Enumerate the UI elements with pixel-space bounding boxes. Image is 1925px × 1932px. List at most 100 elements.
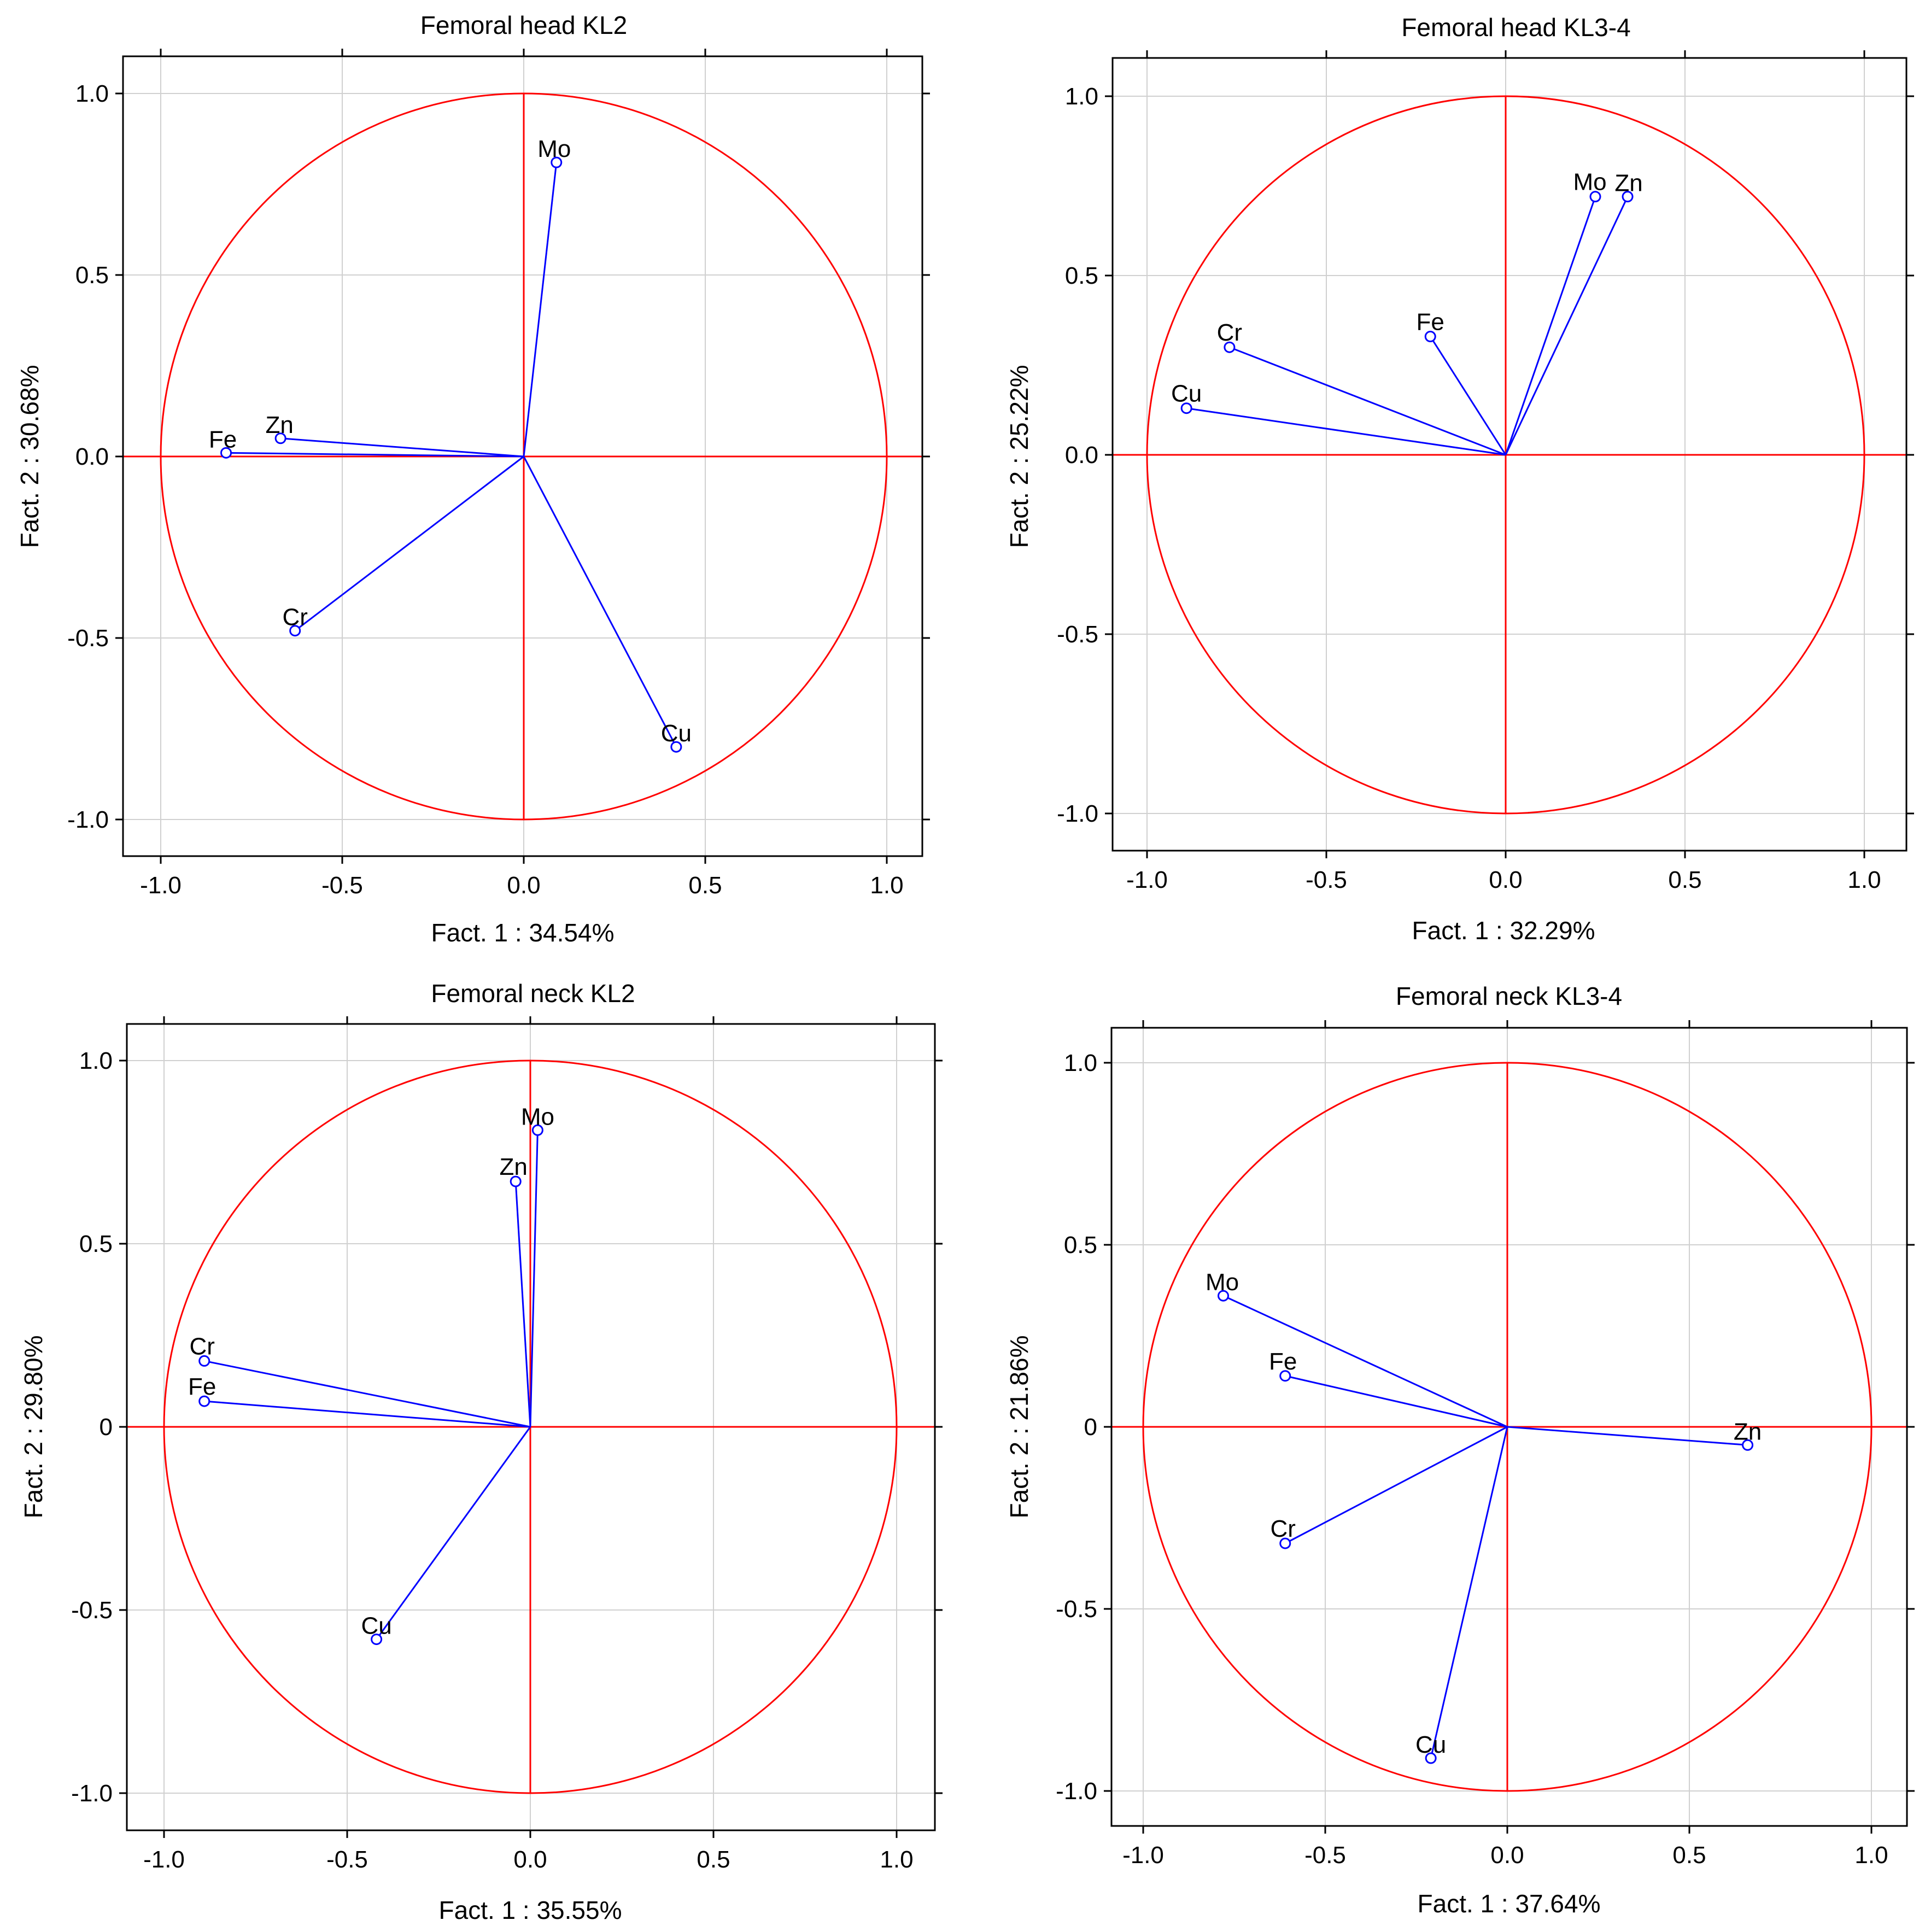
point-cr xyxy=(289,625,301,637)
point-cr xyxy=(1279,1537,1291,1549)
point-fe xyxy=(220,447,232,459)
panel-femoral-neck-kl3-4: Femoral neck KL3-4 Mo Fe Zn Cr Cu -1.0 -0.5 0.… xyxy=(1005,982,1915,1918)
y-tick-label: -1.0 xyxy=(1057,800,1098,827)
y-tick-label: 1.0 xyxy=(75,80,109,107)
y-tick-label: 1.0 xyxy=(1064,1050,1097,1076)
y-tick-label: -0.5 xyxy=(67,625,109,652)
y-tick-label: -0.5 xyxy=(71,1597,113,1624)
vector-cu xyxy=(523,456,677,747)
point-cu xyxy=(670,741,682,753)
point-label-cr: Cr xyxy=(189,1333,214,1360)
point-label-cu: Cu xyxy=(1415,1731,1446,1758)
x-tick-label: 0.0 xyxy=(513,1846,547,1873)
point-label-mo: Mo xyxy=(521,1103,554,1130)
panel-femoral-neck-kl2: Femoral neck KL2 Mo Zn Cr Fe Cu -1.0 -0.5 0.0 0… xyxy=(19,979,943,1924)
y-tick-label: 0 xyxy=(100,1414,113,1441)
x-tick-label: 0.5 xyxy=(1668,867,1701,893)
y-axis-label: Fact. 2 : 30.68% xyxy=(15,365,44,548)
x-tick-label: 0.0 xyxy=(1490,1842,1524,1869)
x-tick-label: 0.5 xyxy=(1672,1842,1706,1869)
y-tick-label: 0 xyxy=(1084,1414,1097,1441)
chart-title: Femoral head KL3-4 xyxy=(1401,13,1630,42)
vector-cu xyxy=(1430,1426,1508,1759)
y-tick-label: 0.5 xyxy=(1065,262,1098,289)
point-label-cu: Cu xyxy=(1171,380,1202,407)
x-axis-label: Fact. 1 : 32.29% xyxy=(1412,916,1595,945)
point-cu xyxy=(1425,1752,1437,1764)
x-ticks: -1.0 -0.5 0.0 0.5 1.0 xyxy=(143,1016,914,1873)
point-mo xyxy=(1589,191,1601,203)
point-label-zn: Zn xyxy=(500,1154,528,1180)
point-label-fe: Fe xyxy=(1417,309,1444,336)
point-label-fe: Fe xyxy=(188,1373,216,1400)
y-axis-label: Fact. 2 : 25.22% xyxy=(1005,365,1033,548)
x-ticks: -1.0 -0.5 0.0 0.5 1.0 xyxy=(1122,1020,1888,1869)
x-tick-label: -0.5 xyxy=(326,1846,368,1873)
point-cr xyxy=(1224,341,1236,353)
x-tick-label: 0.0 xyxy=(507,872,540,899)
vectors: Mo Zn Cr Fe Cu xyxy=(188,1103,554,1646)
point-label-cu: Cu xyxy=(661,720,692,747)
point-label-zn: Zn xyxy=(265,412,293,438)
point-label-cr: Cr xyxy=(1271,1515,1296,1542)
y-tick-label: 0.5 xyxy=(79,1231,113,1257)
vector-mo xyxy=(1505,196,1596,455)
y-tick-label: 0.0 xyxy=(75,443,109,470)
y-tick-label: -0.5 xyxy=(1057,621,1098,648)
axes-cross xyxy=(1113,96,1906,813)
point-fe xyxy=(1279,1370,1291,1382)
y-ticks: -1.0 -0.5 0.0 0.5 1.0 xyxy=(1057,83,1914,827)
vector-cr xyxy=(204,1360,531,1428)
point-label-mo: Mo xyxy=(537,136,571,162)
point-fe xyxy=(1424,331,1436,343)
vector-zn xyxy=(1507,1426,1748,1446)
x-tick-label: -1.0 xyxy=(143,1846,185,1873)
y-tick-label: 1.0 xyxy=(1065,83,1098,110)
point-cr xyxy=(198,1355,210,1367)
y-tick-label: 1.0 xyxy=(79,1047,113,1074)
point-label-cr: Cr xyxy=(282,604,307,631)
point-label-mo: Mo xyxy=(1206,1269,1239,1296)
y-axis-label: Fact. 2 : 21.86% xyxy=(1005,1336,1033,1519)
point-label-cr: Cr xyxy=(1217,319,1242,346)
y-tick-label: 0.0 xyxy=(1065,442,1098,469)
vector-zn xyxy=(1505,196,1629,455)
panel-femoral-head-kl3-4: Femoral head KL3-4 Mo Zn Fe Cr Cu -1.0 -0.5 0.… xyxy=(1005,13,1914,945)
x-ticks: -1.0 -0.5 0.0 0.5 1.0 xyxy=(140,49,904,899)
x-tick-label: -1.0 xyxy=(1122,1842,1164,1869)
vector-mo xyxy=(529,1130,539,1427)
point-label-zn: Zn xyxy=(1614,170,1642,197)
point-zn xyxy=(510,1175,522,1187)
x-tick-label: 0.0 xyxy=(1489,867,1522,893)
chart-title: Femoral neck KL3-4 xyxy=(1396,982,1622,1010)
x-tick-label: 1.0 xyxy=(1854,1842,1888,1869)
x-tick-label: -0.5 xyxy=(1306,867,1347,893)
x-tick-label: -0.5 xyxy=(1304,1842,1346,1869)
point-fe xyxy=(198,1395,210,1407)
x-axis-label: Fact. 1 : 35.55% xyxy=(439,1896,622,1924)
vector-fe xyxy=(226,452,524,458)
x-tick-label: -1.0 xyxy=(140,872,182,899)
vectors: Mo Zn Fe Cr Cu xyxy=(1171,169,1643,456)
vector-zn xyxy=(514,1181,531,1427)
x-tick-label: 1.0 xyxy=(880,1846,913,1873)
vectors: Mo Fe Zn Cr Cu xyxy=(209,136,692,753)
point-label-fe: Fe xyxy=(1269,1348,1297,1375)
x-ticks: -1.0 -0.5 0.0 0.5 1.0 xyxy=(1126,50,1881,893)
x-axis-label: Fact. 1 : 37.64% xyxy=(1418,1889,1601,1918)
point-cu xyxy=(1180,402,1192,414)
point-label-zn: Zn xyxy=(1734,1418,1762,1445)
panel-femoral-head-kl2: Femoral head KL2 Mo Fe Zn Cr Cu -1.0 -0.5 0.0 0… xyxy=(15,11,930,947)
point-mo xyxy=(551,156,563,168)
vector-mo xyxy=(1222,1295,1508,1428)
x-tick-label: 1.0 xyxy=(1847,867,1881,893)
vector-cu xyxy=(376,1426,531,1640)
y-tick-label: -1.0 xyxy=(71,1780,113,1807)
vector-cr xyxy=(294,455,524,631)
x-tick-label: 0.5 xyxy=(697,1846,730,1873)
y-tick-label: 0.5 xyxy=(75,262,109,289)
x-axis-label: Fact. 1 : 34.54% xyxy=(431,918,615,947)
y-ticks: -1.0 -0.5 0 0.5 1.0 xyxy=(1056,1050,1915,1805)
